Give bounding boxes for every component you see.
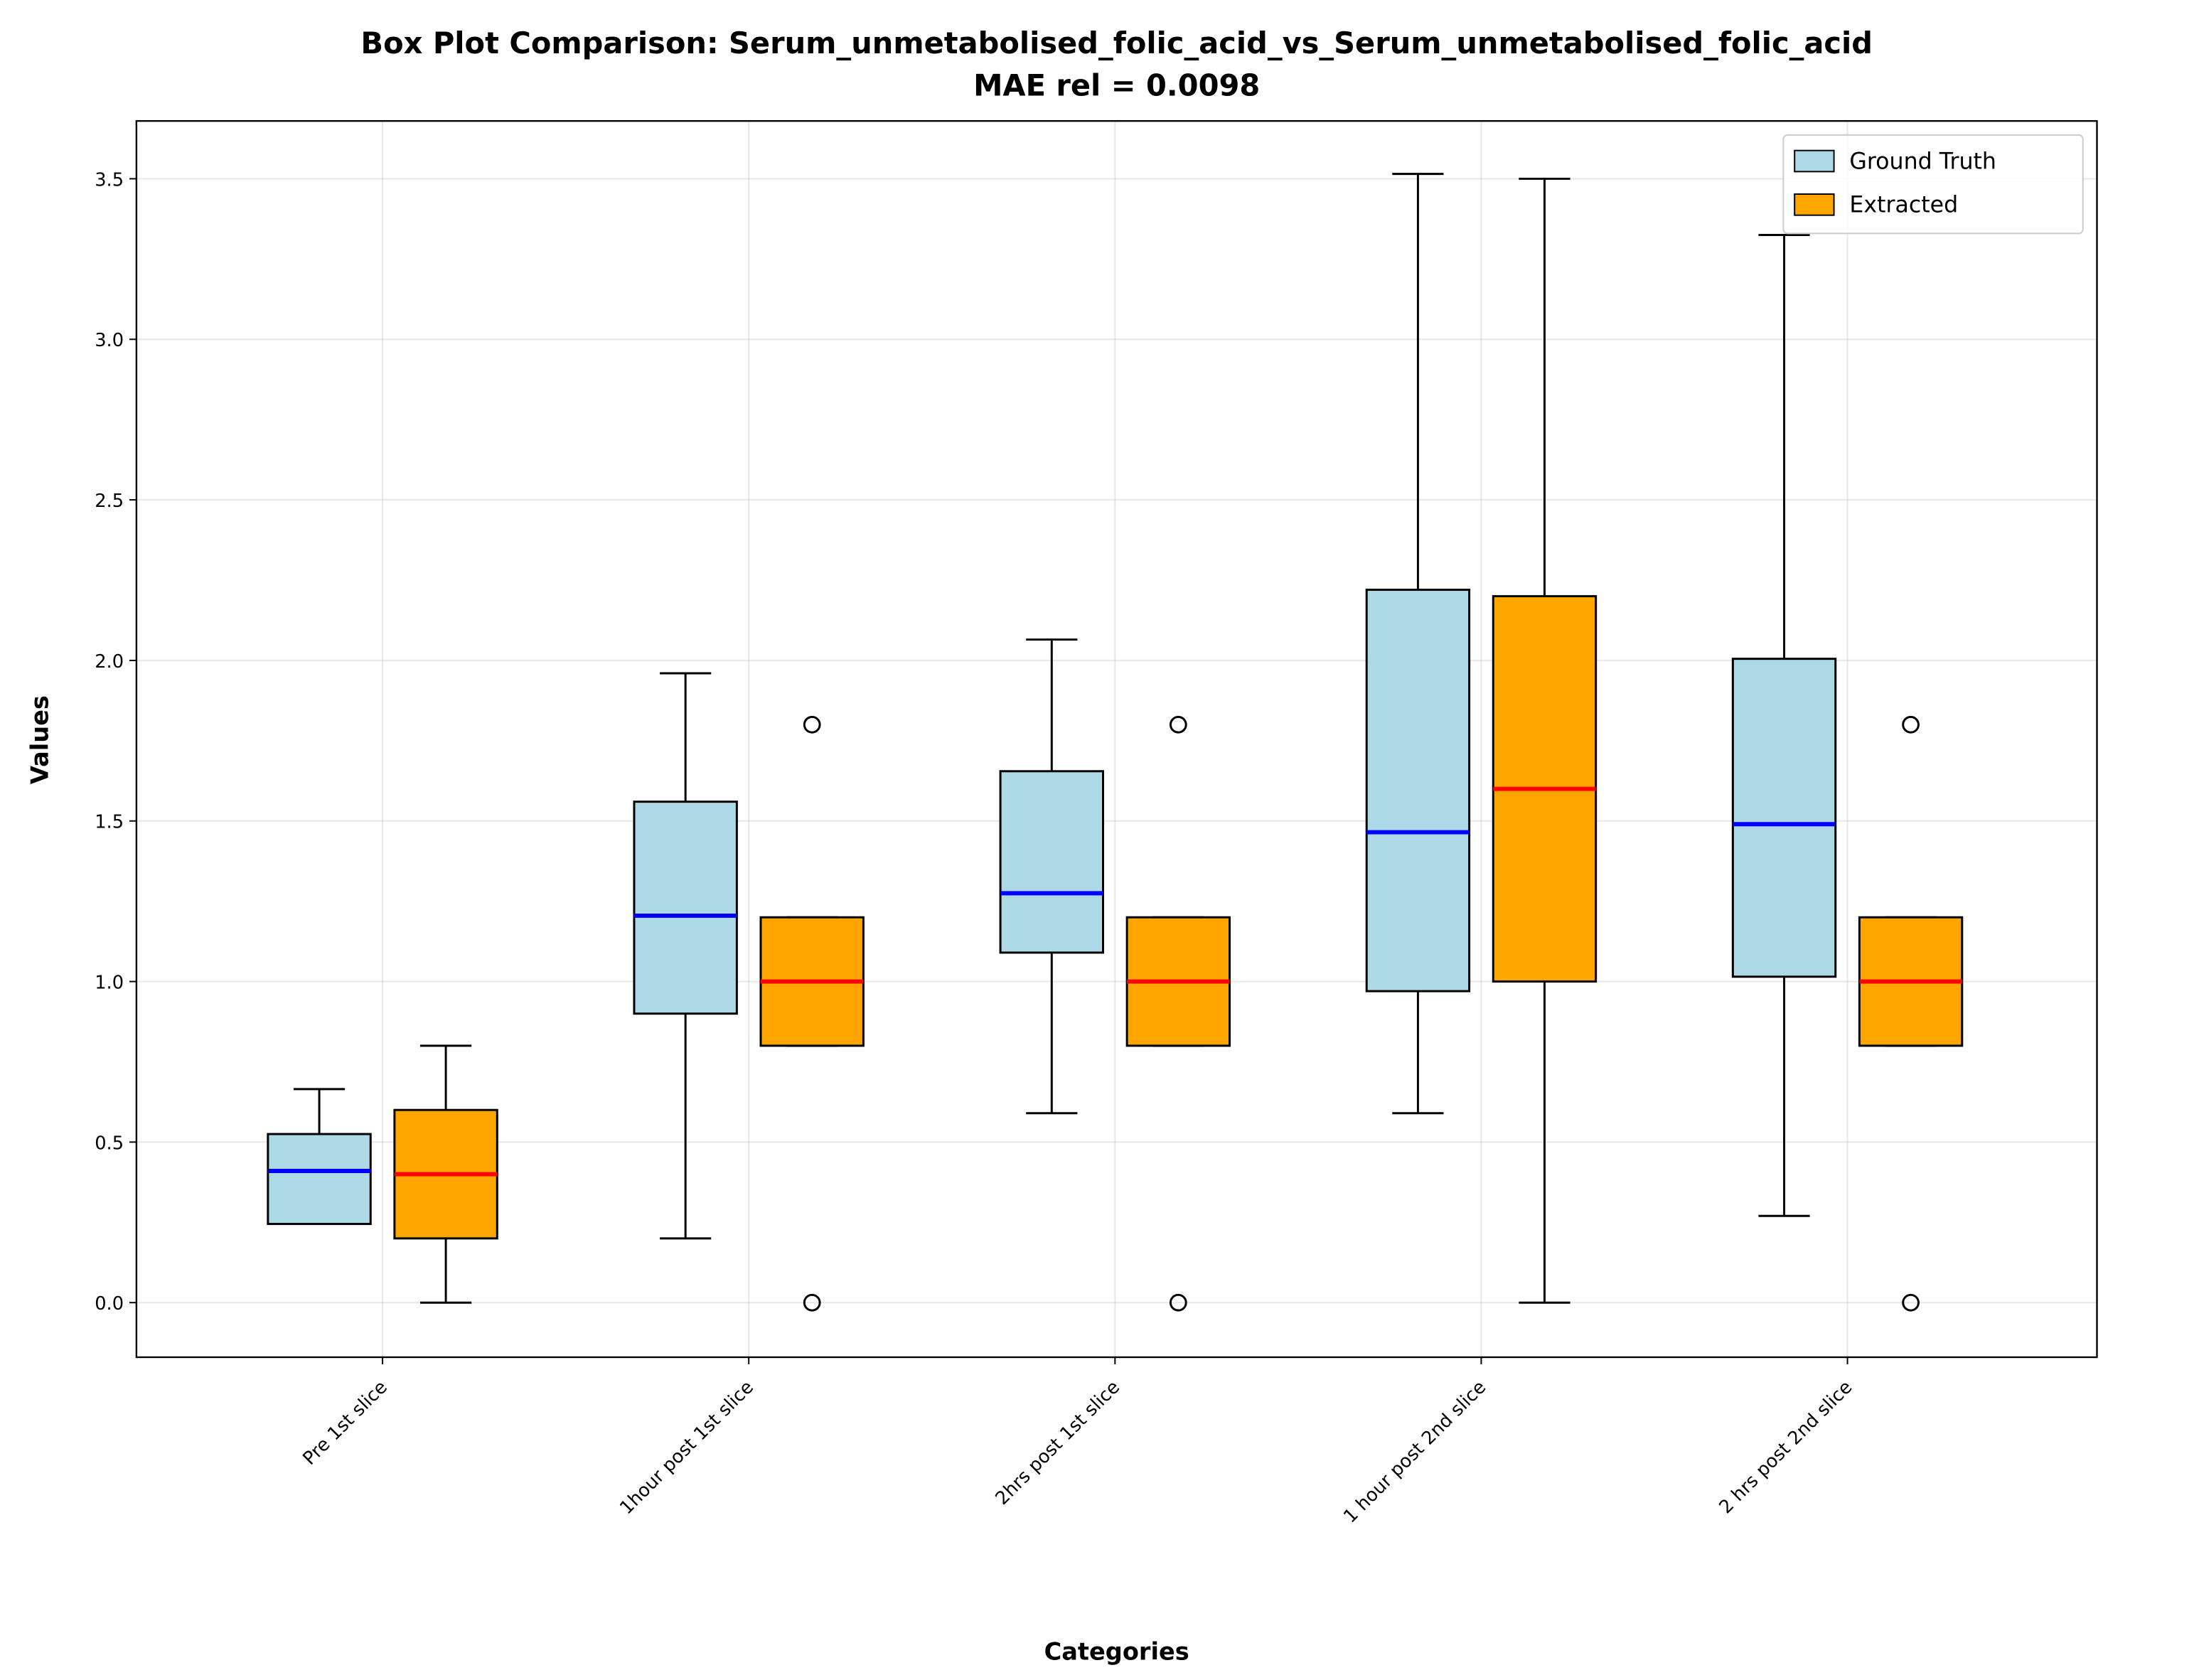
box: [1731, 658, 1837, 978]
chart-subtitle: MAE rel = 0.0098: [973, 68, 1260, 103]
y-tick-label: 2.5: [95, 491, 124, 512]
y-tick-label: 0.0: [95, 1293, 124, 1315]
outlier: [803, 715, 821, 734]
legend: Ground Truth Extracted: [1782, 134, 2084, 235]
x-tick-label: 2 hrs post 2nd slice: [1715, 1376, 1856, 1518]
box: [1365, 589, 1471, 993]
outlier: [1169, 715, 1187, 734]
plot-frame: [135, 119, 2098, 1359]
plot: [267, 173, 1964, 1312]
y-tick-label: 3.0: [95, 330, 124, 351]
x-tick-label: 2hrs post 1st slice: [991, 1376, 1124, 1509]
legend-label: Extracted: [1849, 193, 1958, 218]
box: [999, 770, 1104, 954]
x-tick-label: 1hour post 1st slice: [616, 1376, 758, 1519]
outlier: [1169, 1293, 1187, 1312]
chart-title: Box Plot Comparison: Serum_unmetabolised…: [360, 26, 1873, 60]
y-tick-label: 0.5: [95, 1133, 124, 1154]
x-tick-label: 1 hour post 2nd slice: [1339, 1376, 1490, 1527]
x-tick-label: Pre 1st slice: [299, 1376, 392, 1470]
x-axis-label: Categories: [1044, 1637, 1189, 1665]
legend-swatch: [1794, 149, 1835, 173]
outlier: [1902, 1293, 1920, 1312]
outlier: [1902, 715, 1920, 734]
y-tick-label: 1.5: [95, 812, 124, 833]
box: [633, 801, 738, 1015]
y-tick-label: 1.0: [95, 972, 124, 993]
legend-label: Ground Truth: [1849, 149, 1996, 174]
legend-frame: [1782, 134, 2084, 235]
outlier: [803, 1293, 821, 1312]
y-tick-label: 3.5: [95, 169, 124, 191]
y-tick-label: 2.0: [95, 651, 124, 673]
legend-swatch: [1794, 193, 1835, 216]
box: [267, 1133, 372, 1226]
y-axis-label: Values: [26, 695, 53, 784]
